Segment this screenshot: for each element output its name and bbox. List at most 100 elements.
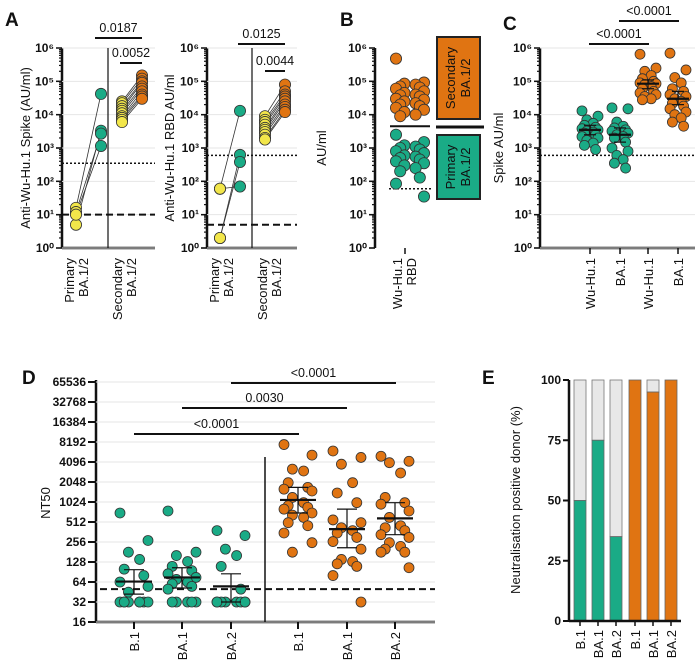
p-value-label: 0.0030 [245,391,283,405]
y-tick-label: 10⁰ [514,241,532,255]
x-tick-label: Primary [62,258,77,303]
x-tick-label: BA.2 [224,632,239,660]
y-tick-label: 10⁰ [36,241,54,255]
bar-positive [573,500,587,622]
y-tick-label: 10¹ [37,208,54,222]
data-point [403,532,415,543]
data-point [403,455,415,467]
primary-point [413,171,426,184]
data-point [327,536,339,547]
data-point [351,560,363,572]
data-point [576,105,588,117]
x-tick-label: B.1 [291,632,306,652]
y-axis-label: Anti-Wu-Hu.1 RBD AU/ml [162,74,177,221]
data-point [231,550,243,561]
bar-negative [609,379,623,538]
data-point [190,546,202,558]
y-tick-label: 10⁶ [348,41,367,55]
data-point [170,550,182,561]
primary-post-point [95,139,108,152]
data-point [637,94,648,106]
data-point [306,485,318,497]
data-point [347,477,359,489]
data-point [590,144,601,155]
panel-letter-b: B [340,10,354,31]
y-tick-label: 10⁴ [35,108,54,122]
data-point [134,554,146,565]
y-tick-label: 10³ [350,141,367,155]
y-tick-label: 100 [541,373,561,387]
y-tick-label: 10⁴ [180,108,199,122]
data-point [239,530,251,541]
x-tick-label: BA.1/2 [221,258,236,297]
legend-secondary-box [436,36,481,120]
data-point [219,543,231,555]
y-tick-label: 50 [548,494,562,508]
y-tick-label: 10⁶ [513,41,532,55]
x-tick-label: BA.1 [175,632,190,660]
y-tick-label: 10¹ [515,208,532,222]
data-point [162,505,174,517]
data-point [403,505,415,517]
secondary-post-point [278,106,291,119]
data-point [375,529,387,541]
data-point [282,517,294,529]
y-tick-label: 10¹ [182,208,199,222]
data-point [351,497,363,509]
y-tick-label: 10³ [182,141,199,155]
data-point [331,558,343,570]
bar-positive [591,439,605,622]
primary-point [389,177,402,190]
x-tick-label: BA.1 [613,258,628,286]
data-point [351,532,363,543]
primary-post-point [233,180,246,193]
p-value-label: 0.0044 [256,54,294,68]
y-tick-label: 10⁴ [348,108,367,122]
y-tick-label: 65536 [53,375,87,389]
legend-primary-box [436,134,481,200]
primary-point [389,128,402,141]
data-point [134,596,146,608]
data-point [606,102,618,114]
data-point [355,543,367,555]
x-tick-label: Wu-Hu.1 [390,258,405,309]
data-point [211,596,223,608]
primary-pre-point [213,182,226,195]
p-value-label: <0.0001 [596,27,642,41]
data-point [186,596,198,608]
legend-label: Secondary [443,46,458,109]
y-axis-label: AU/ml [314,130,329,166]
y-axis-label: Neutralisation positive donor (%) [508,406,523,594]
data-point [331,527,343,539]
y-axis-label: Spike AU/ml [491,112,506,183]
data-point [239,596,251,608]
data-point [278,527,290,539]
data-point [186,580,198,592]
data-point [182,556,194,567]
y-axis-label: Anti-Wu-Hu.1 Spike (AU/ml) [18,67,33,229]
data-point [278,439,290,450]
data-point [278,503,290,515]
y-axis-label: NT50 [38,487,53,519]
data-point [331,487,343,499]
bar-negative [573,379,587,501]
primary-post-point [233,156,246,169]
x-tick-label: B.1 [573,630,588,650]
data-point [122,546,134,558]
y-tick-label: 10⁵ [348,74,367,88]
primary-pre-point [70,208,83,221]
y-tick-label: 512 [66,515,86,529]
data-point [306,537,318,549]
x-tick-label: B.1 [127,632,142,652]
data-point [215,560,227,572]
secondary-pre-point [258,133,271,146]
pair-line [219,110,241,189]
y-tick-label: 8192 [59,435,86,449]
data-point [355,596,367,608]
data-point [579,139,590,151]
data-point [383,457,395,469]
y-tick-label: 25 [548,554,562,568]
secondary-point [389,52,402,65]
data-point [622,103,634,115]
bar-positive [628,379,642,622]
